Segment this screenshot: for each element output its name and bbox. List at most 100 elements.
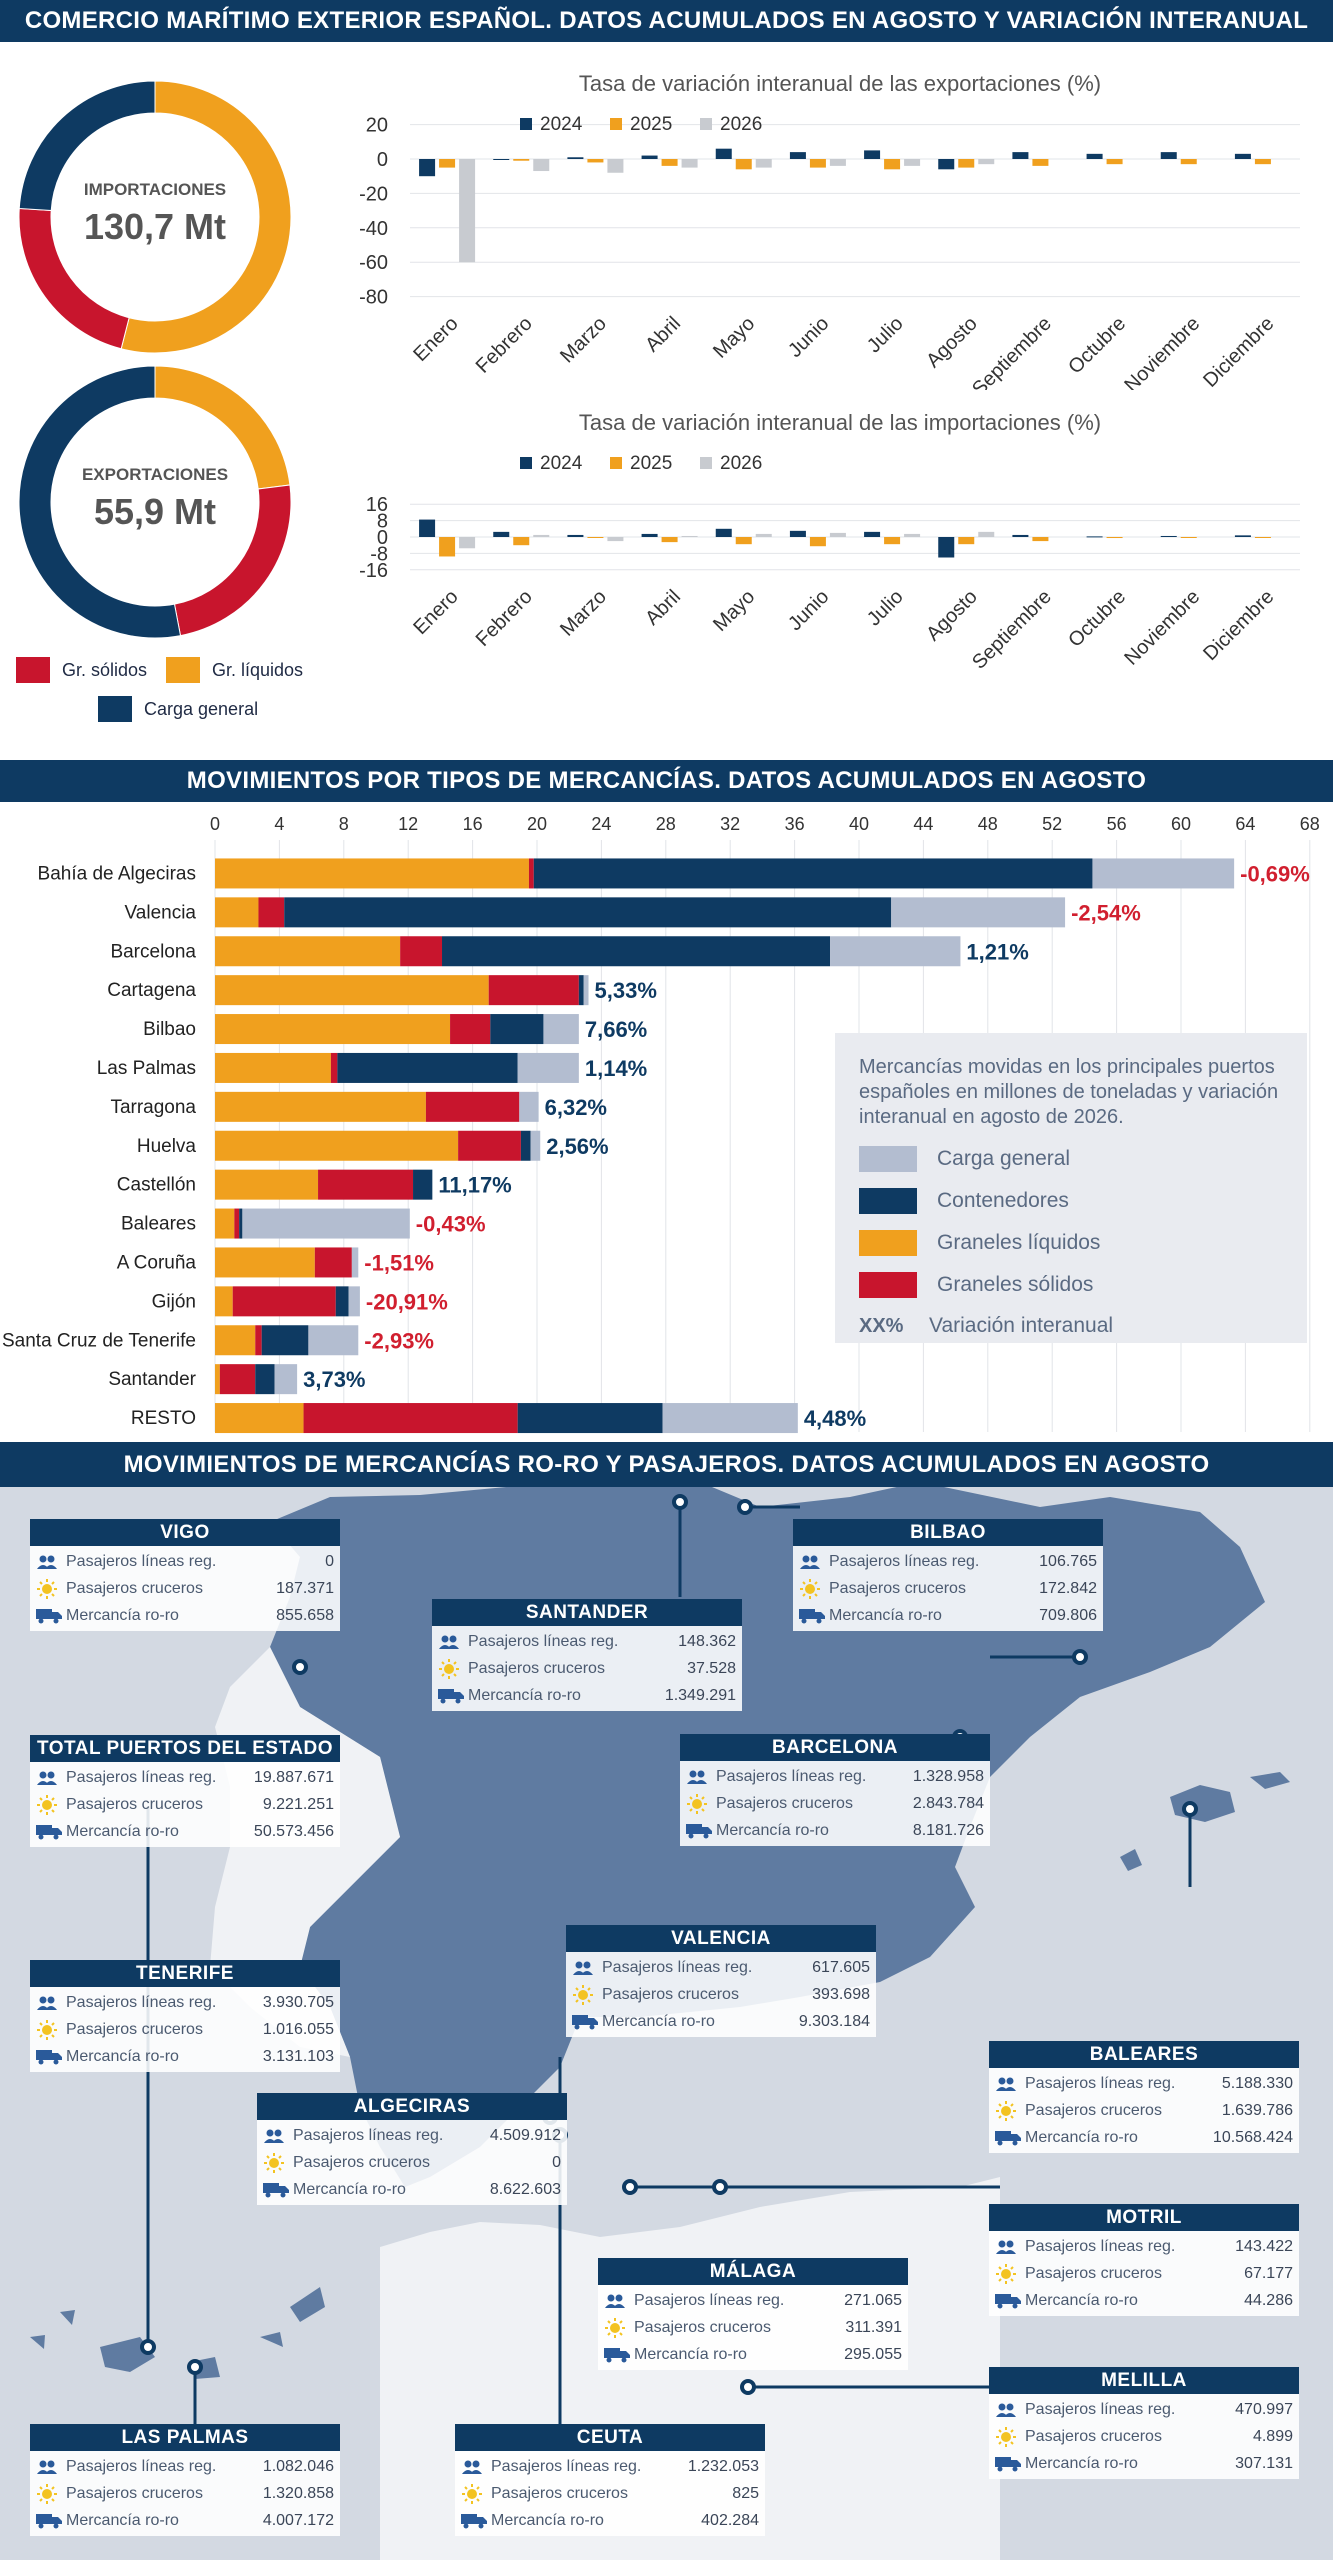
row-value: 617.605: [812, 1958, 870, 1976]
variation-label: 5,33%: [595, 978, 657, 1003]
x-tick-label: Enero: [409, 586, 462, 639]
port-card-title: MÁLAGA: [598, 2258, 908, 2285]
row-label: Pasajeros líneas reg.: [468, 1632, 619, 1650]
row-icon: [686, 1823, 716, 1839]
row-label: Mercancía ro-ro: [468, 1686, 581, 1704]
port-card-body: Pasajeros líneas reg. 1.328.958 Pasajeros …: [680, 1761, 990, 1846]
port-card-title: BARCELONA: [680, 1734, 990, 1761]
x-tick-label: Agosto: [922, 313, 982, 373]
bar-contenedores: [335, 1286, 349, 1317]
bar-2025-septiembre: [1032, 537, 1049, 542]
row-value: 307.131: [1235, 2454, 1293, 2472]
bar-contenedores: [442, 936, 831, 967]
row-icon: [36, 1555, 66, 1569]
port-card-row: Mercancía ro-ro 3.131.103: [36, 2043, 334, 2070]
legend-swatch-2026: [700, 118, 712, 130]
row-value: 37.528: [687, 1659, 736, 1677]
port-card-title: MELILLA: [989, 2367, 1299, 2394]
bar-2025-abril: [661, 537, 678, 543]
row-label: Pasajeros líneas reg.: [66, 1552, 217, 1570]
x-tick-label: Diciembre: [1199, 586, 1278, 665]
row-label: Mercancía ro-ro: [66, 1822, 179, 1840]
variation-label: -2,93%: [364, 1328, 434, 1353]
bar-2024-enero: [419, 519, 436, 537]
port-card: ALGECIRAS Pasajeros líneas reg. 4.509.912 P…: [257, 2093, 567, 2205]
passengers-icon: [996, 2077, 1016, 2091]
row-value: 8.181.726: [912, 1821, 984, 1839]
passengers-icon: [800, 1555, 820, 1569]
truck-icon: [263, 2182, 289, 2197]
port-card-row: Pasajeros cruceros 825: [461, 2480, 759, 2507]
sun-cruise-icon: [462, 2483, 482, 2504]
sun-cruise-icon: [37, 2483, 57, 2504]
port-card-row: Mercancía ro-ro 855.658: [36, 1602, 334, 1629]
row-value: 4.007.172: [262, 2511, 334, 2529]
sun-cruise-icon: [439, 1658, 459, 1679]
row-label: Pasajeros cruceros: [1025, 2427, 1162, 2445]
row-value: 4.509.912: [489, 2126, 561, 2144]
row-value: 855.658: [276, 1606, 334, 1624]
bar-graneles-sólidos: [258, 897, 285, 928]
port-card-row: Pasajeros cruceros 2.843.784: [686, 1790, 984, 1817]
bar-2026-abril: [681, 535, 698, 537]
bar-graneles-sólidos: [528, 858, 534, 889]
row-label: Pasajeros líneas reg.: [716, 1767, 867, 1785]
bar-2025-noviembre: [1180, 159, 1197, 165]
bar-2025-abril: [661, 159, 678, 166]
row-value: 0: [325, 1552, 334, 1570]
bar-carga-general: [891, 897, 1066, 928]
row-label: Mercancía ro-ro: [491, 2511, 604, 2529]
sun-cruise-icon: [37, 2019, 57, 2040]
row-icon: [995, 2263, 1025, 2285]
row-label: Pasajeros cruceros: [66, 1795, 203, 1813]
legend-label-general: Carga general: [937, 1147, 1071, 1170]
bar-carga-general: [1092, 858, 1235, 889]
sun-cruise-icon: [264, 2152, 284, 2173]
row-icon: [36, 1824, 66, 1840]
legend-swatch-2025: [610, 457, 622, 469]
port-card-row: Pasajeros cruceros 393.698: [572, 1981, 870, 2008]
bar-2025-octubre: [1106, 159, 1123, 165]
sun-cruise-icon: [687, 1793, 707, 1814]
sun-cruise-icon: [37, 1794, 57, 1815]
x-tick-label: Marzo: [556, 313, 611, 368]
bar-2025-febrero: [513, 537, 530, 546]
bar-2025-enero: [439, 159, 456, 168]
y-tick-label: -80: [359, 287, 388, 309]
truck-icon: [995, 2456, 1021, 2471]
row-icon: [686, 1770, 716, 1784]
bar-2024-enero: [419, 159, 436, 177]
variation-label: -2,54%: [1071, 900, 1141, 925]
x-tick-label: 20: [527, 814, 547, 834]
bar-graneles-sólidos: [458, 1130, 521, 1161]
row-value: 1.016.055: [262, 2020, 334, 2038]
row-icon: [995, 2077, 1025, 2091]
port-card-row: Mercancía ro-ro 295.055: [604, 2341, 902, 2368]
donut-legend-general: Carga general: [98, 696, 258, 722]
x-tick-label: 68: [1300, 814, 1320, 834]
row-icon: [36, 2019, 66, 2041]
row-label: Pasajeros líneas reg.: [491, 2457, 642, 2475]
bar-contenedores: [239, 1208, 243, 1239]
bar-contenedores: [261, 1325, 309, 1356]
row-icon: [572, 2014, 602, 2030]
x-tick-label: Octubre: [1064, 586, 1130, 652]
port-label: Tarragona: [110, 1097, 196, 1118]
row-label: Pasajeros cruceros: [491, 2484, 628, 2502]
bar-graneles-líquidos: [215, 975, 489, 1006]
row-label: Pasajeros líneas reg.: [634, 2291, 785, 2309]
row-value: 187.371: [276, 1579, 334, 1597]
port-card: BALEARES Pasajeros líneas reg. 5.188.330 Pa…: [989, 2041, 1299, 2153]
port-label: Santander: [108, 1369, 196, 1390]
bar-2025-julio: [884, 537, 901, 545]
bar-2024-octubre: [1086, 153, 1103, 159]
row-label: Pasajeros líneas reg.: [66, 1768, 217, 1786]
passengers-icon: [37, 1771, 57, 1785]
bar-2026-mayo: [755, 159, 772, 168]
port-card-row: Pasajeros líneas reg. 106.765: [799, 1548, 1097, 1575]
chart-title: Tasa de variación interanual de las impo…: [579, 410, 1101, 435]
x-tick-label: 12: [398, 814, 418, 834]
y-tick-label: 0: [377, 149, 388, 171]
legend-swatch-solids: [859, 1272, 917, 1298]
row-value: 709.806: [1039, 1606, 1097, 1624]
